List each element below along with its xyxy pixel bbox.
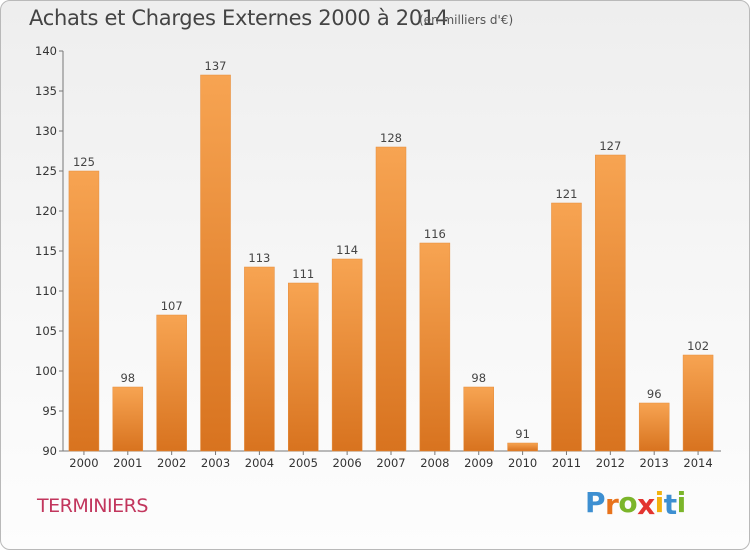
logo-letter: i	[676, 486, 687, 519]
x-tick-label-2006: 2006	[332, 456, 361, 470]
bar-2000	[68, 170, 100, 452]
x-tick-label-2009: 2009	[464, 456, 493, 470]
x-tick-label-2008: 2008	[420, 456, 449, 470]
y-tick-label: 90	[42, 444, 57, 458]
bar-2006	[331, 258, 363, 452]
x-tick-label-2014: 2014	[683, 456, 712, 470]
x-axis: 2000 2001 2002 2003 2004 2005 2006 2007 2008 2009…	[63, 450, 721, 470]
proxiti-logo: Proxiti	[585, 486, 687, 521]
bar-2010	[507, 442, 538, 452]
value-label-2004: 113	[248, 251, 270, 265]
value-label-2007: 128	[380, 131, 402, 145]
x-tick-label-2005: 2005	[289, 456, 318, 470]
y-tick-label: 125	[35, 164, 57, 178]
x-tick-label-2000: 2000	[69, 456, 98, 470]
y-tick-label: 140	[35, 44, 57, 58]
bar-2003	[200, 74, 231, 452]
value-label-2006: 114	[336, 243, 358, 257]
x-tick-label-2001: 2001	[113, 456, 142, 470]
value-label-2002: 107	[161, 299, 183, 313]
logo-letter: t	[663, 488, 677, 521]
value-label-2012: 127	[599, 139, 621, 153]
logo-letter: i	[654, 486, 665, 519]
x-tick-label-2013: 2013	[640, 456, 669, 470]
x-tick-label-2004: 2004	[245, 456, 274, 470]
bar-2011	[551, 202, 582, 452]
logo-letter: P	[585, 486, 606, 519]
y-tick-label: 100	[35, 364, 57, 378]
y-tick-label: 115	[35, 244, 57, 258]
bar-2007	[375, 146, 407, 452]
value-label-2001: 98	[120, 371, 135, 385]
x-tick-label-2002: 2002	[157, 456, 186, 470]
value-label-2003: 137	[205, 59, 227, 73]
chart-title: Achats et Charges Externes 2000 à 2014	[29, 6, 449, 30]
logo-letter: r	[605, 488, 619, 521]
value-label-2005: 111	[292, 267, 314, 281]
unit-label: (en milliers d'€)	[419, 13, 514, 27]
bar-2012	[595, 154, 626, 452]
bar-2008	[419, 242, 451, 452]
logo-letter: o	[618, 486, 638, 519]
y-axis: 90 95 100 105 110 115 120 125 130 135 140	[35, 44, 64, 458]
x-tick-label-2007: 2007	[376, 456, 405, 470]
x-tick-label-2010: 2010	[508, 456, 537, 470]
bar-2004	[244, 266, 275, 452]
y-tick-label: 120	[35, 204, 57, 218]
value-label-2000: 125	[73, 155, 95, 169]
bar-2001	[112, 386, 144, 452]
value-label-2013: 96	[647, 387, 662, 401]
bar-2013	[638, 402, 670, 452]
value-label-2011: 121	[555, 187, 577, 201]
x-tick-label-2012: 2012	[596, 456, 625, 470]
y-tick-label: 105	[35, 324, 57, 338]
value-label-2008: 116	[424, 227, 446, 241]
bar-2002	[156, 314, 187, 452]
value-label-2014: 102	[687, 339, 709, 353]
bar-2005	[288, 282, 319, 452]
y-tick-label: 95	[42, 404, 57, 418]
commune-name: TERMINIERS	[37, 495, 148, 517]
value-label-2009: 98	[471, 371, 486, 385]
x-tick-label-2011: 2011	[552, 456, 581, 470]
value-label-2010: 91	[515, 427, 530, 441]
bar-2014	[682, 354, 714, 452]
y-tick-label: 135	[35, 84, 57, 98]
x-tick-label-2003: 2003	[201, 456, 230, 470]
y-tick-label: 110	[35, 284, 57, 298]
bar-2009	[463, 386, 494, 452]
logo-letter: x	[637, 488, 655, 521]
y-tick-label: 130	[35, 124, 57, 138]
bars: 125 98 107 137 113 111 114 128 116 98 91 121 127 96 10…	[68, 59, 714, 452]
